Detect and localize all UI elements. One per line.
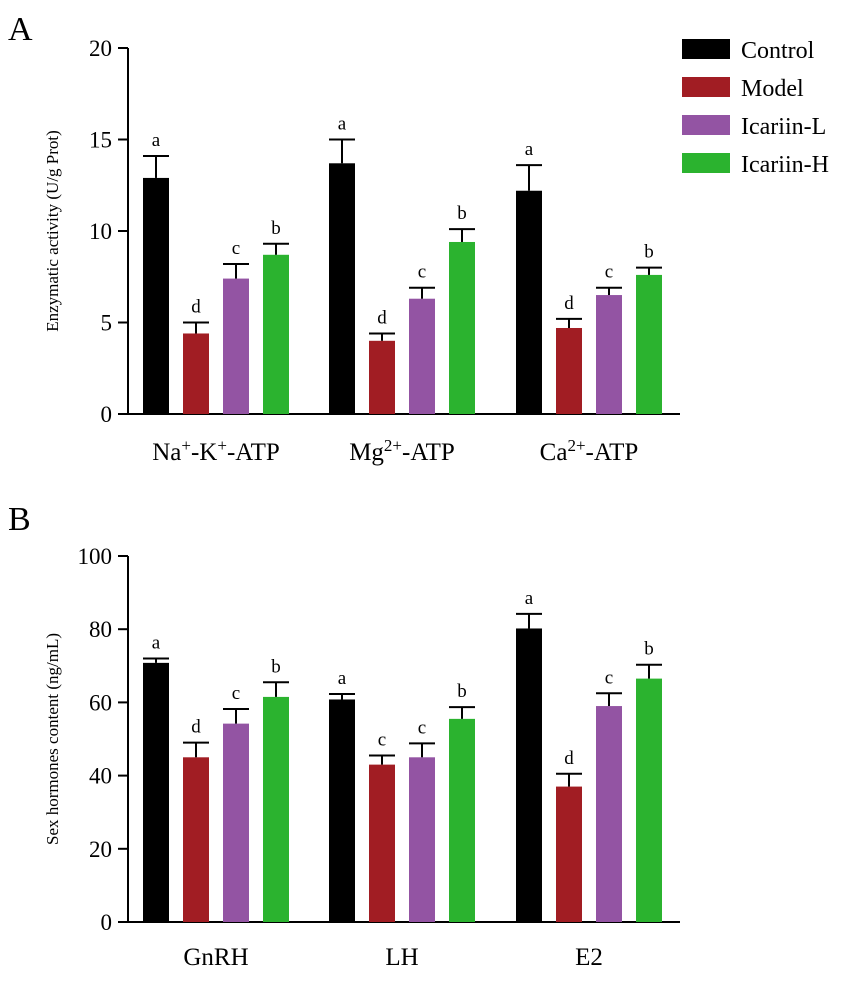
significance-letter: b — [644, 242, 654, 263]
panel-label: A — [8, 11, 33, 48]
bar-icariin-l-mg — [409, 298, 435, 414]
y-tick-label: 20 — [89, 36, 112, 61]
category-label-part: -ATP — [586, 439, 639, 466]
category-label-superscript: + — [181, 436, 191, 455]
panel-label: B — [8, 501, 31, 538]
y-tick-label: 15 — [89, 128, 112, 153]
bar-control-e2 — [516, 628, 542, 922]
bar-icariin-l-lh — [409, 757, 435, 922]
category-label-part: Mg — [349, 439, 384, 466]
significance-letter: c — [232, 683, 240, 704]
bar-icariin-l-ca — [596, 295, 622, 414]
bar-model-mg — [369, 340, 395, 414]
significance-letter: b — [644, 639, 654, 660]
significance-letter: a — [152, 632, 161, 653]
significance-letter: b — [271, 656, 281, 677]
legend-label: Control — [741, 38, 815, 64]
category-label-part: LH — [385, 944, 418, 971]
significance-letter: b — [271, 218, 281, 239]
legend-label: Icariin-H — [741, 152, 829, 178]
bar-icariin-l-na — [223, 278, 249, 414]
bar-control-lh — [329, 699, 355, 922]
significance-letter: c — [378, 729, 386, 750]
significance-letter: c — [418, 262, 426, 283]
significance-letter: b — [457, 681, 467, 702]
y-tick-label: 0 — [101, 910, 113, 935]
significance-letter: d — [564, 293, 574, 314]
significance-letter: b — [457, 203, 467, 224]
y-tick-label: 100 — [78, 544, 113, 569]
category-label: E2 — [575, 944, 603, 971]
panel-b: B 0 20 40 60 80 100 Sex hormones content (ng/mL… — [8, 501, 680, 971]
significance-letter: d — [191, 297, 201, 318]
y-tick-label: 40 — [89, 764, 112, 789]
significance-letter: a — [338, 668, 347, 689]
bar-model-lh — [369, 764, 395, 922]
legend-label: Model — [741, 76, 804, 102]
legend: Control Model Icariin-L Icariin-H — [682, 38, 829, 178]
category-label: Ca2+-ATP — [540, 436, 639, 467]
y-tick-label: 60 — [89, 690, 112, 715]
bar-control-na — [143, 177, 169, 414]
category-label-part: E2 — [575, 944, 603, 971]
category-label-part: -ATP — [227, 439, 280, 466]
y-axis-label: Enzymatic activity (U/g Prot) — [43, 130, 62, 332]
panel-a: A 0 5 10 15 20 Enzymatic activity (U/g Prot) a d… — [8, 11, 680, 466]
bar-icariin-h-mg — [449, 241, 475, 414]
category-label: Mg2+-ATP — [349, 436, 455, 467]
category-label-superscript: + — [217, 436, 227, 455]
category-label-part: Ca — [540, 439, 568, 466]
y-tick-label: 0 — [101, 402, 113, 427]
category-label-superscript: 2+ — [567, 436, 585, 455]
category-label-part: -ATP — [402, 439, 455, 466]
bar-model-e2 — [556, 786, 582, 922]
significance-letter: d — [564, 748, 574, 769]
bar-icariin-h-gnrh — [263, 696, 289, 922]
legend-label: Icariin-L — [741, 114, 826, 140]
bar-icariin-h-e2 — [636, 678, 662, 922]
legend-swatch-model — [682, 77, 730, 97]
bar-control-gnrh — [143, 662, 169, 922]
significance-letter: a — [525, 588, 534, 609]
category-label: GnRH — [183, 944, 248, 971]
bar-model-gnrh — [183, 757, 209, 922]
y-tick-label: 80 — [89, 617, 112, 642]
significance-letter: d — [377, 307, 387, 328]
legend-swatch-control — [682, 39, 730, 59]
bar-model-ca — [556, 327, 582, 414]
legend-swatch-icariin-h — [682, 153, 730, 173]
significance-letter: a — [338, 114, 347, 135]
bar-control-mg — [329, 163, 355, 414]
category-label: Na+-K+-ATP — [152, 436, 280, 467]
category-label-superscript: 2+ — [384, 436, 402, 455]
bar-icariin-h-na — [263, 254, 289, 414]
bar-icariin-h-ca — [636, 274, 662, 414]
category-label-part: -K — [191, 439, 217, 466]
y-axis-label: Sex hormones content (ng/mL) — [43, 633, 62, 845]
bar-model-na — [183, 333, 209, 414]
category-label-part: GnRH — [183, 944, 248, 971]
significance-letter: c — [418, 717, 426, 738]
bar-icariin-l-gnrh — [223, 723, 249, 922]
significance-letter: d — [191, 717, 201, 738]
significance-letter: c — [605, 262, 613, 283]
bar-icariin-l-e2 — [596, 706, 622, 922]
significance-letter: c — [232, 238, 240, 259]
significance-letter: a — [152, 130, 161, 151]
bar-icariin-h-lh — [449, 718, 475, 922]
y-tick-label: 10 — [89, 219, 112, 244]
category-label: LH — [385, 944, 418, 971]
significance-letter: a — [525, 139, 534, 160]
bar-control-ca — [516, 190, 542, 414]
y-tick-label: 20 — [89, 837, 112, 862]
y-tick-label: 5 — [101, 311, 113, 336]
category-label-part: Na — [152, 439, 181, 466]
legend-swatch-icariin-l — [682, 115, 730, 135]
significance-letter: c — [605, 667, 613, 688]
